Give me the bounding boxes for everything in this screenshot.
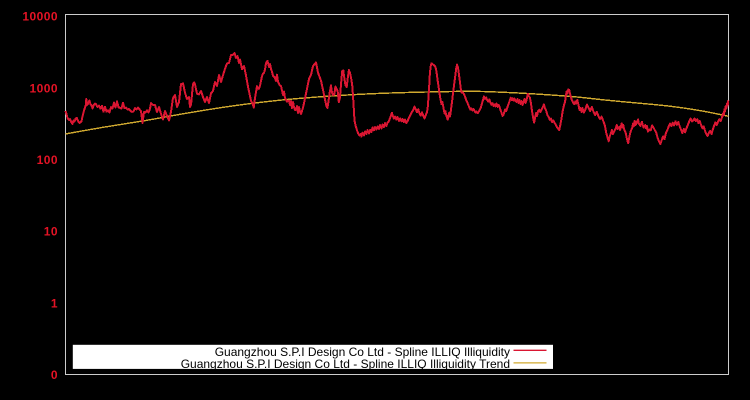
svg-text:10000: 10000 <box>22 10 58 24</box>
svg-text:Guangzhou S.P.I Design Co Ltd: Guangzhou S.P.I Design Co Ltd - Spline I… <box>181 357 510 371</box>
svg-text:1: 1 <box>51 296 58 310</box>
svg-text:0: 0 <box>51 368 58 382</box>
svg-text:100: 100 <box>37 153 58 167</box>
svg-text:10: 10 <box>44 225 58 239</box>
svg-text:Guangzhou S.P.I Design Co Ltd: Guangzhou S.P.I Design Co Ltd - Spline I… <box>215 345 510 359</box>
svg-text:1000: 1000 <box>30 81 59 95</box>
